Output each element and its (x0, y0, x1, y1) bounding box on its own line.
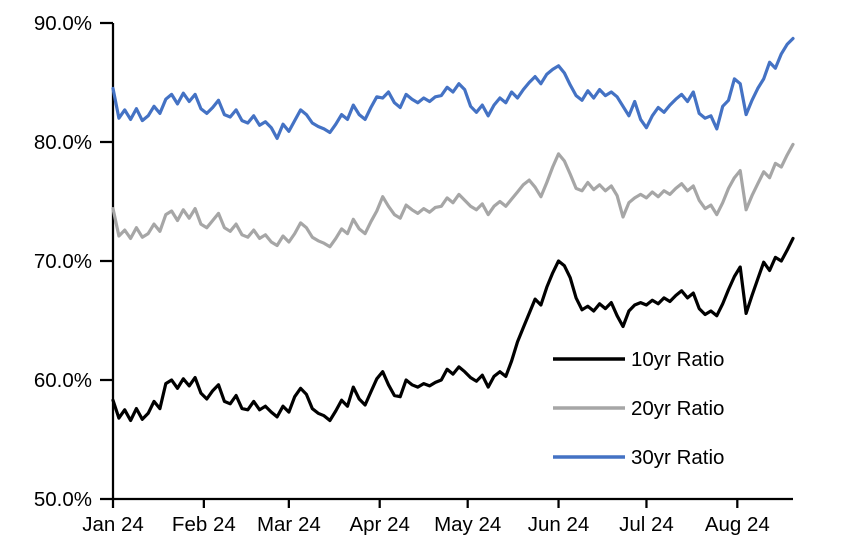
series-line-20yr-ratio (111, 142, 795, 249)
y-tick-label: 70.0% (34, 250, 92, 273)
legend-item-10yr-ratio: 10yr Ratio (553, 348, 724, 371)
y-tick-label: 80.0% (34, 131, 92, 154)
x-tick-label: May 24 (434, 513, 501, 536)
legend-label-30yr-ratio: 30yr Ratio (631, 446, 724, 469)
legend-item-20yr-ratio: 20yr Ratio (553, 397, 724, 420)
x-tick-label: Jan 24 (82, 513, 144, 536)
y-tick-label: 90.0% (34, 12, 92, 35)
series-line-30yr-ratio (111, 36, 795, 140)
x-tick-label: Mar 24 (257, 513, 321, 536)
legend-label-20yr-ratio: 20yr Ratio (631, 397, 724, 420)
x-tick-label: Apr 24 (349, 513, 409, 536)
y-tick-label: 60.0% (34, 369, 92, 392)
legend-item-30yr-ratio: 30yr Ratio (553, 446, 724, 469)
y-tick-label: 50.0% (34, 488, 92, 511)
x-tick-label: Aug 24 (705, 513, 770, 536)
series-line-10yr-ratio (111, 236, 795, 423)
x-tick-label: Jul 24 (619, 513, 674, 536)
legend-label-10yr-ratio: 10yr Ratio (631, 348, 724, 371)
x-tick-label: Feb 24 (172, 513, 236, 536)
x-tick-label: Jun 24 (528, 513, 590, 536)
